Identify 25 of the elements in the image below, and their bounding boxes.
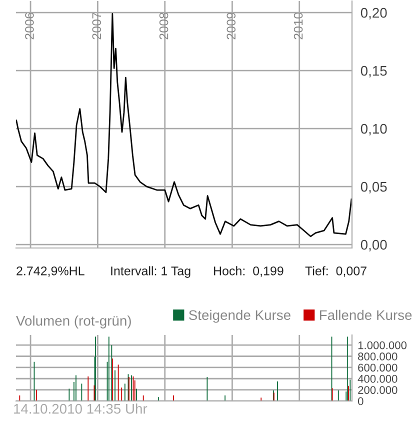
- y-tick-label: 200.000: [358, 386, 398, 394]
- legend-label: Steigende Kurse: [189, 310, 290, 323]
- x-tick-label: 2008: [159, 12, 168, 40]
- text: Hoch: 0,199: [214, 266, 284, 277]
- chart-title: Volumen (rot-grün): [16, 316, 131, 328]
- text: 2.742,9%HL: [16, 266, 84, 277]
- y-tick-label: 0,15: [360, 66, 387, 78]
- y-tick-label: 600.000: [358, 364, 398, 372]
- x-tick-label: 2010: [294, 12, 303, 40]
- y-tick-label: 0,00: [360, 240, 387, 252]
- x-tick-label: 2006: [25, 12, 34, 40]
- legend-label: Fallende Kurse: [320, 310, 412, 320]
- y-tick-label: 0: [358, 397, 364, 406]
- text: Intervall: 1 Tag: [111, 266, 190, 278]
- y-tick-label: 0,10: [360, 124, 387, 136]
- y-tick-label: 1.000.000: [358, 341, 407, 350]
- line-series: [16, 13, 352, 238]
- y-tick-label: 800.000: [358, 352, 398, 360]
- y-tick-label: 400.000: [358, 374, 398, 383]
- y-tick-label: 0,20: [360, 8, 387, 20]
- x-tick-label: 2009: [226, 12, 236, 40]
- text: Tief: 0,007: [305, 266, 366, 277]
- text: 14.10.2010 14:35 Uhr: [14, 404, 148, 414]
- x-tick-label: 2007: [92, 12, 102, 40]
- y-tick-label: 0,05: [360, 182, 387, 194]
